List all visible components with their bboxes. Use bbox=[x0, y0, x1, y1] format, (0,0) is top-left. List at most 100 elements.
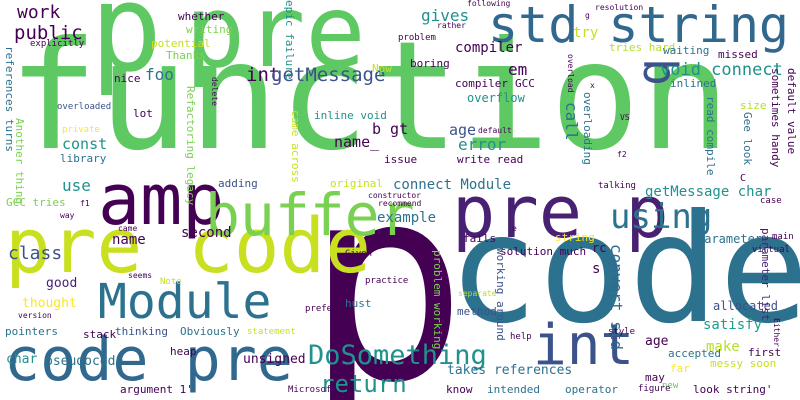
word-connect-module: connect Module bbox=[393, 177, 512, 193]
word-thanks: Thanks bbox=[166, 49, 206, 62]
word-c: C bbox=[740, 173, 747, 184]
word-pre: pre bbox=[185, 0, 366, 90]
word-seems: seems bbox=[128, 271, 153, 280]
word-foo: foo bbox=[145, 65, 174, 84]
word-refactoring-legacy: Refactoring legacy bbox=[184, 86, 197, 206]
word-compiler: compiler bbox=[455, 40, 523, 56]
word-problem: problem bbox=[398, 33, 436, 43]
word-far: far bbox=[670, 362, 690, 375]
word-dosomething: DoSomething bbox=[308, 340, 487, 371]
word-gcc: GCC bbox=[515, 77, 535, 90]
word-adding: adding bbox=[218, 177, 258, 190]
word-messy-soon: messy soon bbox=[710, 357, 777, 370]
word-practice: practice bbox=[365, 276, 409, 286]
word-constructor: constructor bbox=[368, 191, 421, 200]
word-microsoft: Microsoft bbox=[288, 385, 337, 395]
word-public: public bbox=[14, 22, 83, 44]
word-explicitly: explicitly bbox=[30, 39, 85, 49]
word-work: work bbox=[17, 2, 61, 23]
word-new: new bbox=[662, 381, 679, 391]
word-return: return bbox=[320, 370, 407, 398]
word-talking: talking bbox=[598, 181, 636, 191]
word-inline-void: inline void bbox=[314, 109, 387, 122]
word-satisfy: satisfy bbox=[703, 317, 763, 333]
word-f2: f2 bbox=[617, 150, 627, 159]
word-first: first bbox=[748, 346, 782, 359]
word-fails: fails bbox=[463, 232, 497, 245]
word-char: char bbox=[6, 352, 38, 367]
word-p-large: p bbox=[305, 127, 468, 400]
word-x: x bbox=[590, 81, 595, 90]
word-writing: writing bbox=[186, 23, 233, 36]
word-gee-look: Gee look bbox=[741, 112, 754, 165]
word-virtual: virtual bbox=[752, 245, 790, 255]
word-problem-working: problem working bbox=[431, 250, 444, 350]
word-way: way bbox=[60, 211, 75, 220]
word-size: size bbox=[740, 99, 767, 112]
word-example: example bbox=[377, 210, 437, 226]
word-make: make bbox=[706, 339, 740, 355]
word-hust: hust bbox=[345, 297, 372, 310]
word-code: code bbox=[448, 183, 800, 357]
word-private: private bbox=[62, 125, 100, 135]
word-getmessage: getMessage bbox=[271, 64, 386, 86]
word-default-value: default value bbox=[785, 68, 798, 155]
word-em: em bbox=[508, 60, 528, 79]
word-potential: potential bbox=[151, 37, 211, 50]
word-main: main bbox=[772, 232, 794, 242]
word-pre-p: pre p bbox=[452, 170, 669, 254]
word-resolution: resolution bbox=[595, 3, 644, 12]
word-tries-hard: tries hard bbox=[609, 41, 676, 54]
word-issue: issue bbox=[384, 153, 418, 166]
word-now: Now bbox=[372, 62, 392, 75]
word-delete: delete bbox=[210, 77, 219, 106]
word-nice: nice bbox=[114, 72, 141, 85]
word-class: class bbox=[8, 243, 63, 264]
word-accepted: accepted bbox=[668, 347, 721, 360]
word-pseudocode: pseudocode bbox=[45, 354, 124, 369]
word-const: const bbox=[62, 135, 108, 153]
word-another-thing: Another thing bbox=[13, 118, 26, 205]
word-use: use bbox=[62, 176, 91, 195]
word-code-pre: code pre bbox=[4, 325, 293, 395]
word-statement: statement bbox=[247, 327, 296, 337]
word-f1: f1 bbox=[80, 199, 90, 208]
word-original: original bbox=[330, 177, 383, 190]
word-figure: figure bbox=[638, 384, 671, 394]
word-recommend: recommend bbox=[378, 199, 422, 208]
word-module: Module bbox=[98, 274, 272, 330]
word-error: error bbox=[458, 135, 507, 154]
word-pointers: pointers bbox=[5, 325, 58, 338]
word-following: following bbox=[467, 0, 511, 8]
word-overloaded: overloaded bbox=[57, 102, 112, 112]
word-std-string: std string bbox=[488, 0, 790, 54]
word-boring: boring bbox=[410, 57, 450, 70]
word-g: g bbox=[585, 11, 590, 20]
word-default: default bbox=[478, 126, 512, 135]
word-solution-much: solution much bbox=[500, 245, 587, 258]
word-intended: intended bbox=[487, 383, 540, 396]
word-heap: heap bbox=[170, 345, 197, 358]
word-parameter-list: parameter list bbox=[759, 228, 772, 321]
word-gives: gives bbox=[421, 6, 470, 25]
word-pre-code: pre code bbox=[5, 201, 372, 290]
word-p-top: p bbox=[90, 0, 163, 99]
word-case: case bbox=[760, 196, 782, 206]
word-prefer: prefer bbox=[305, 304, 338, 314]
word-thought: thought bbox=[22, 296, 77, 311]
word-unsigned: unsigned bbox=[243, 352, 306, 367]
word-function: function bbox=[8, 10, 731, 184]
word-argument: argument 1' bbox=[120, 383, 193, 396]
word-either: Either bbox=[772, 318, 781, 347]
word-void-connect: void connect bbox=[660, 60, 783, 80]
word-int-large: int bbox=[533, 313, 635, 378]
word-stack: stack bbox=[83, 328, 117, 341]
word-may: may bbox=[645, 371, 665, 384]
word-gcc-tries: GCC tries bbox=[6, 196, 66, 209]
word-good: good bbox=[46, 276, 78, 291]
word-age: age bbox=[449, 121, 477, 139]
word-allocated: allocated bbox=[713, 299, 779, 313]
word-rather: rather bbox=[437, 21, 466, 30]
word-rc: rc bbox=[592, 241, 607, 255]
word-age-small: age bbox=[645, 334, 669, 349]
